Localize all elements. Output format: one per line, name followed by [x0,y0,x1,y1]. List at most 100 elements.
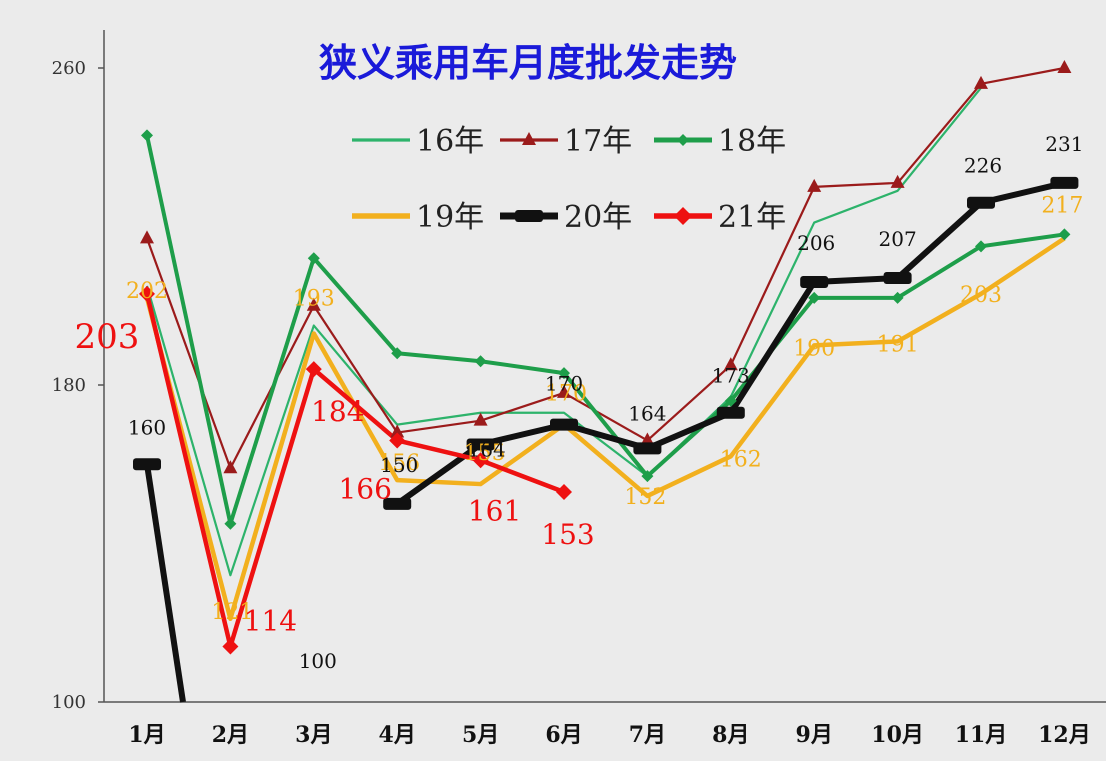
legend-swatch-marker [677,134,689,146]
series-markers [133,60,1079,655]
marker-18e5b9b4 [224,517,237,530]
legend-label: 18年 [718,124,786,159]
legend-swatch-marker [674,207,692,225]
marker-18e5b9b4 [724,394,737,407]
marker-17e5b9b4 [140,230,154,244]
series-line-20e5b9b4 [144,463,186,703]
marker-20e5b9b4 [633,442,662,455]
legend-item-18e5b9b4: 18年 [654,124,786,159]
marker-21e5b9b4 [222,638,239,655]
marker-17e5b9b4 [223,460,238,474]
legend-label: 21年 [718,200,786,235]
series-line-17e5b9b4 [145,66,1065,470]
legend-item-20e5b9b4: 20年 [500,200,632,235]
x-tick-label: 3月 [295,722,332,748]
x-tick-label: 2月 [212,722,249,748]
data-label-20e5b9b4: 164 [468,437,506,461]
legend-label: 20年 [564,200,632,235]
marker-20e5b9b4 [383,497,412,510]
data-label-20e5b9b4: 170 [545,372,583,396]
x-tick-label: 10月 [871,722,924,748]
x-tick-label: 9月 [796,722,833,748]
data-label-21e5b9b4: 114 [244,605,297,638]
legend-swatch-marker [515,210,543,222]
data-label-20e5b9b4: 207 [879,227,917,251]
data-label-20e5b9b4: 206 [797,231,835,255]
marker-18e5b9b4 [891,291,904,304]
marker-17e5b9b4 [890,174,905,188]
data-label-19e5b9b4: 191 [877,332,919,357]
data-label-19e5b9b4: 202 [126,279,168,304]
data-label-20e5b9b4: 173 [712,364,750,388]
data-label-21e5b9b4: 203 [75,317,140,357]
marker-20e5b9b4 [1050,176,1079,189]
y-tick-label: 180 [52,375,86,396]
marker-17e5b9b4 [807,178,822,192]
data-label-19e5b9b4: 217 [1041,193,1083,218]
x-tick-label: 6月 [545,722,582,748]
marker-21e5b9b4 [472,452,489,469]
marker-20e5b9b4 [800,275,829,288]
series-line-21e5b9b4 [144,293,565,649]
x-tick-labels: 1月 2月 3月 4月 5月 6月 7月 8月 9月 10月 11月 12月 [128,722,1090,748]
marker-20e5b9b4 [967,196,995,209]
legend-label: 16年 [416,124,484,159]
legend-label: 19年 [416,200,484,235]
marker-21e5b9b4 [389,432,406,449]
legend-item-16e5b9b4: 16年 [352,124,484,159]
marker-21e5b9b4 [305,361,322,378]
data-label-19e5b9b4: 190 [793,336,835,361]
marker-18e5b9b4 [307,252,320,265]
marker-17e5b9b4 [557,384,571,398]
marker-18e5b9b4 [474,355,487,368]
series-line-19e5b9b4 [144,236,1066,622]
data-labels: 202 121 193 156 155 170 152 162 190 191 203 217 160 1… [75,132,1084,673]
legend-item-19e5b9b4: 19年 [352,200,484,235]
marker-17e5b9b4 [306,297,321,311]
data-label-21e5b9b4: 153 [541,518,594,551]
marker-18e5b9b4 [1058,228,1071,241]
data-label-21e5b9b4: 166 [338,472,391,505]
legend-item-21e5b9b4: 21年 [654,200,786,235]
marker-17e5b9b4 [1057,60,1072,73]
legend: 16年 17年 18年 19年 20年 21年 [352,124,786,235]
series-line-16e5b9b4 [145,87,982,577]
x-tick-label: 7月 [629,722,666,748]
legend-label: 17年 [564,124,632,159]
data-label-19e5b9b4: 155 [464,441,506,466]
marker-17e5b9b4 [723,357,738,371]
data-label-19e5b9b4: 152 [624,485,666,510]
x-tick-label: 1月 [128,722,165,748]
data-label-19e5b9b4: 156 [378,451,420,476]
data-label-19e5b9b4: 170 [545,382,587,407]
data-label-19e5b9b4: 193 [293,286,335,311]
marker-21e5b9b4 [556,483,572,500]
marker-20e5b9b4 [466,438,495,451]
data-label-21e5b9b4: 184 [311,395,364,428]
marker-21e5b9b4 [139,285,155,302]
data-label-19e5b9b4: 203 [960,283,1002,308]
y-tick-labels: 100 180 260 [52,58,104,713]
x-tick-label: 11月 [955,722,1008,748]
marker-20e5b9b4 [550,418,578,431]
x-tick-label: 5月 [462,722,499,748]
marker-17e5b9b4 [974,75,988,89]
marker-18e5b9b4 [558,367,570,380]
marker-20e5b9b4 [883,272,912,285]
marker-18e5b9b4 [641,470,654,483]
legend-swatch-marker [522,132,536,145]
marker-18e5b9b4 [141,129,153,142]
y-tick-label: 100 [52,692,86,713]
data-label-20e5b9b4: 100 [299,649,337,673]
marker-18e5b9b4 [975,240,987,253]
marker-17e5b9b4 [640,432,655,446]
x-tick-label: 12月 [1038,722,1091,748]
y-tick-label: 260 [52,58,86,79]
data-label-19e5b9b4: 121 [211,600,253,625]
marker-20e5b9b4 [716,406,745,419]
marker-17e5b9b4 [473,412,488,426]
x-tick-label: 4月 [379,722,416,748]
